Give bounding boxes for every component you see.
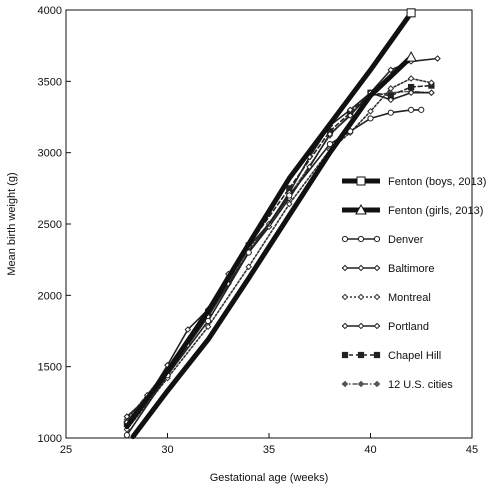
series-1 xyxy=(124,8,416,430)
data-point xyxy=(367,115,374,122)
data-point xyxy=(367,107,374,115)
data-point xyxy=(346,112,354,119)
data-point xyxy=(184,326,192,333)
series-line xyxy=(126,57,439,418)
data-point xyxy=(428,79,435,87)
y-tick-label: 4000 xyxy=(38,5,62,17)
legend-label: Fenton (boys, 2013) xyxy=(388,176,486,188)
legend-label: Montreal xyxy=(388,292,431,304)
data-point xyxy=(406,8,416,18)
data-point xyxy=(205,317,212,325)
legend-label: Fenton (girls, 2013) xyxy=(388,205,483,217)
y-tick-label: 2000 xyxy=(38,290,62,302)
y-tick-label: 1000 xyxy=(38,433,62,445)
legend: Fenton (boys, 2013) Fenton (girls, 2013) D… xyxy=(341,176,486,391)
data-point xyxy=(341,293,349,301)
data-point xyxy=(346,106,354,114)
data-point xyxy=(387,66,395,74)
data-point xyxy=(408,106,415,113)
data-point xyxy=(428,89,435,97)
legend-label: Denver xyxy=(388,234,424,246)
x-tick-label: 40 xyxy=(364,444,376,456)
series-line xyxy=(126,90,433,421)
y-ticks: 1000 1500 2000 2500 3000 3500 4000 xyxy=(38,5,71,445)
data-point xyxy=(407,75,415,82)
series-layer xyxy=(123,8,441,440)
y-tick-label: 1500 xyxy=(38,362,62,374)
data-point xyxy=(326,130,334,138)
data-point xyxy=(408,83,415,91)
y-tick-label: 3000 xyxy=(38,148,62,160)
data-point xyxy=(357,380,365,388)
x-ticks: 25 30 35 40 45 xyxy=(60,433,478,456)
legend-item: Denver xyxy=(341,234,424,246)
data-point xyxy=(373,293,381,301)
data-point xyxy=(373,351,381,359)
data-point xyxy=(355,203,367,215)
data-point xyxy=(357,293,365,301)
data-point xyxy=(341,235,349,243)
data-point xyxy=(285,200,293,208)
data-point xyxy=(405,51,417,62)
series-line xyxy=(124,10,414,430)
data-point xyxy=(373,235,381,243)
data-point xyxy=(373,264,381,272)
x-tick-label: 25 xyxy=(60,444,72,456)
data-point xyxy=(341,322,349,330)
data-point xyxy=(123,432,131,439)
data-point xyxy=(373,322,381,330)
data-point xyxy=(387,109,394,116)
legend-item: Chapel Hill xyxy=(341,350,441,362)
y-tick-label: 3500 xyxy=(38,76,62,88)
series-2 xyxy=(130,51,417,440)
series-line xyxy=(126,77,433,431)
legend-label: Chapel Hill xyxy=(388,350,441,362)
legend-label: 12 U.S. cities xyxy=(388,379,453,391)
data-point xyxy=(434,55,441,62)
series-line xyxy=(130,54,414,440)
data-point xyxy=(341,380,349,388)
data-point xyxy=(357,264,365,272)
y-axis-title: Mean birth weight (g) xyxy=(6,172,18,275)
data-point xyxy=(387,85,395,92)
data-point xyxy=(356,176,366,186)
data-point xyxy=(373,380,381,388)
data-point xyxy=(341,351,349,359)
data-point xyxy=(418,106,425,113)
legend-item: Portland xyxy=(341,321,429,333)
data-point xyxy=(204,323,212,331)
data-point xyxy=(387,96,395,104)
x-tick-label: 45 xyxy=(466,444,478,456)
legend-item: Montreal xyxy=(341,292,431,304)
series-line xyxy=(126,84,433,425)
data-point xyxy=(245,263,253,271)
legend-label: Baltimore xyxy=(388,263,434,275)
data-point xyxy=(286,192,293,199)
legend-item: Fenton (girls, 2013) xyxy=(342,203,483,217)
legend-item: Baltimore xyxy=(341,263,434,275)
data-point xyxy=(123,413,131,420)
x-tick-label: 35 xyxy=(263,444,275,456)
data-point xyxy=(326,141,333,148)
data-point xyxy=(357,235,365,243)
data-point xyxy=(357,322,365,330)
data-point xyxy=(357,351,365,359)
x-tick-label: 30 xyxy=(161,444,173,456)
legend-item: 12 U.S. cities xyxy=(341,379,453,391)
y-tick-label: 2500 xyxy=(38,219,62,231)
x-axis-title: Gestational age (weeks) xyxy=(210,472,329,484)
legend-item: Fenton (boys, 2013) xyxy=(342,176,486,188)
data-point xyxy=(407,89,415,97)
data-point xyxy=(341,264,349,272)
legend-label: Portland xyxy=(388,321,429,333)
